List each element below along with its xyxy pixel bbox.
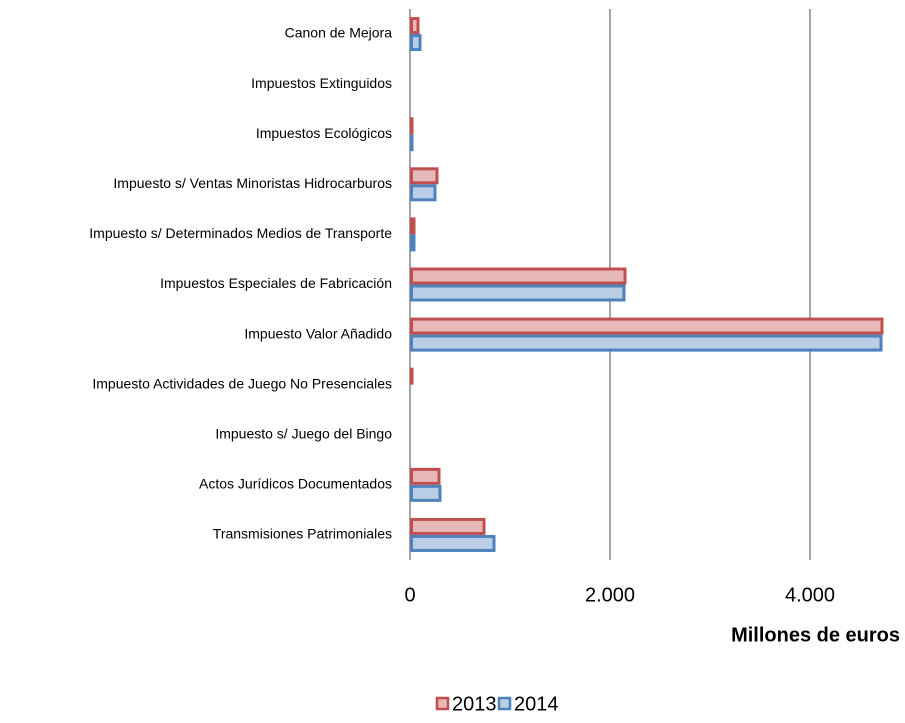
bar [410,334,883,352]
bar [410,167,439,185]
legend-label: 2013 [452,693,497,715]
y-tick-label: Impuestos Especiales de Fabricación [160,275,392,291]
bar [410,284,626,302]
x-tick-label: 2.000 [585,584,635,606]
legend-swatch [497,696,512,711]
bar [410,517,486,535]
y-tick-label: Impuesto Valor Añadido [244,325,392,341]
bar [410,117,414,135]
y-tick-label: Impuestos Extinguidos [251,75,392,91]
bar [410,184,437,202]
y-tick-label: Actos Jurídicos Documentados [199,476,392,492]
y-tick-label: Impuesto s/ Juego del Bingo [215,425,392,441]
bar [410,34,422,52]
bar [410,367,414,385]
bar [410,484,442,502]
bar [410,267,627,285]
bar [410,17,420,35]
y-tick-label: Transmisiones Patrimoniales [213,526,392,542]
bar [410,234,416,252]
legend-label: 2014 [514,693,559,715]
bar [410,467,441,485]
y-tick-label: Impuestos Ecológicos [256,125,392,141]
y-tick-label: Impuesto s/ Ventas Minoristas Hidrocarbu… [113,175,392,191]
x-tick-label: 4.000 [785,584,835,606]
bar [410,134,414,152]
x-axis-title: Millones de euros [731,624,900,646]
y-tick-label: Canon de Mejora [285,25,393,41]
bar [410,317,884,335]
y-tick-label: Impuesto Actividades de Juego No Presenc… [92,375,392,391]
y-tick-label: Impuesto s/ Determinados Medios de Trans… [89,225,392,241]
x-tick-label: 0 [404,584,415,606]
bar [410,534,496,552]
legend-swatch [435,696,450,711]
bar [410,217,416,235]
